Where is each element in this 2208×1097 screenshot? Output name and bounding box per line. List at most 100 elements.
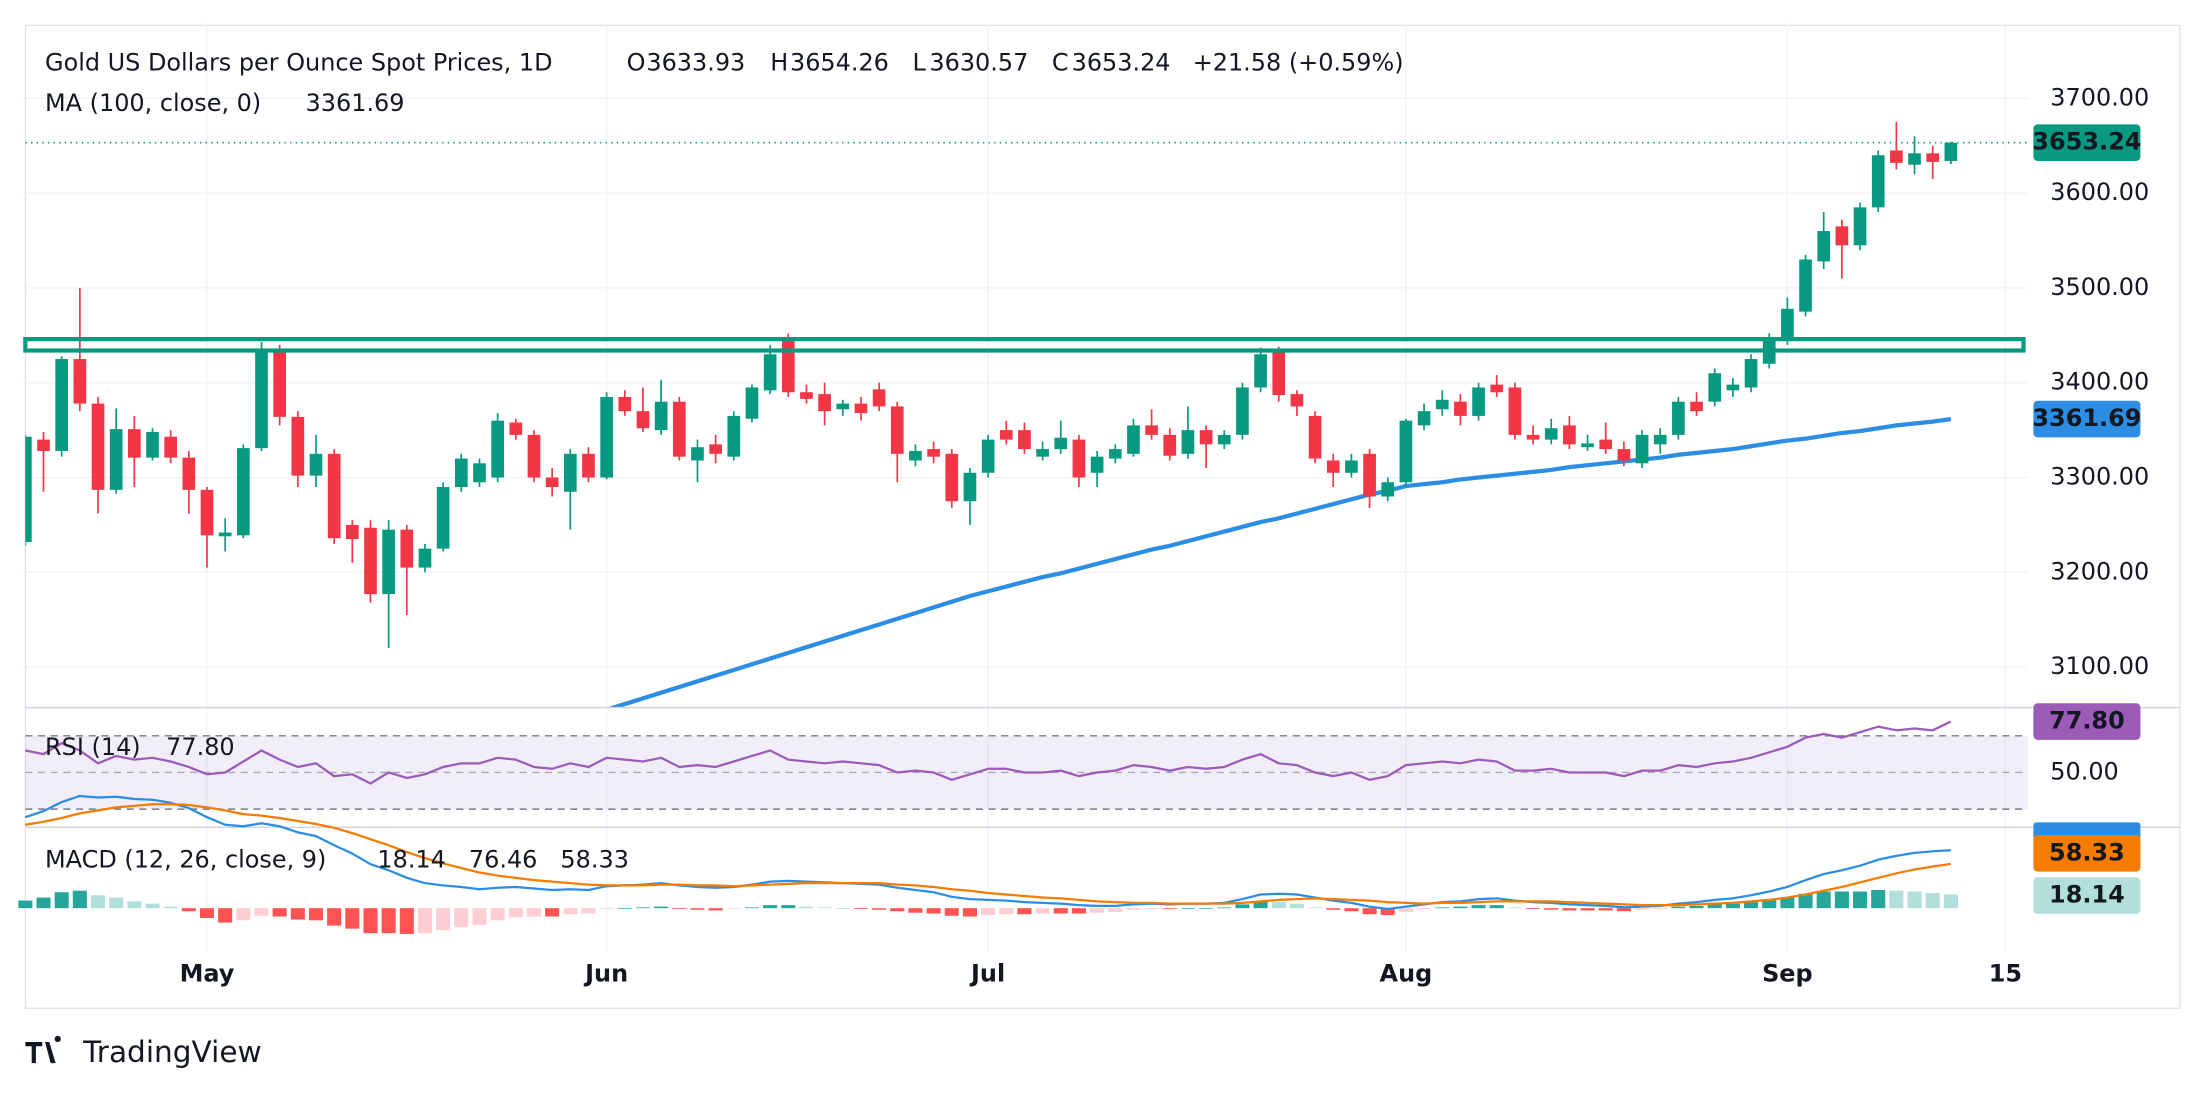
candle-body — [1472, 387, 1485, 416]
candle-body — [963, 472, 977, 502]
macd-histogram-bar — [399, 908, 414, 934]
chart-frame — [24, 24, 2181, 1009]
candle-body — [382, 529, 395, 595]
candle-body — [781, 337, 795, 393]
last-price-tag-box — [2033, 124, 2141, 161]
macd-histogram-bar — [617, 908, 632, 909]
candle-body — [473, 463, 486, 483]
candle-body — [164, 436, 178, 458]
macd-histogram-bar — [181, 908, 196, 912]
candle-body — [927, 449, 940, 457]
ohlc-key: O — [627, 48, 646, 76]
signal-tag: 58.33 — [2049, 838, 2125, 866]
candle-body — [236, 448, 250, 536]
candle-body — [1272, 352, 1286, 396]
panel-divider — [25, 826, 2180, 829]
macd-histogram-bar — [1853, 891, 1868, 909]
candle-body — [1526, 434, 1540, 440]
candle-body — [73, 359, 87, 404]
macd-histogram-bar — [781, 905, 796, 909]
macd-histogram-bar — [1689, 905, 1704, 909]
candle-body — [1853, 207, 1867, 246]
macd-histogram-bar — [1725, 903, 1740, 909]
candle-body — [436, 487, 450, 549]
indicator-panels — [18, 720, 2028, 934]
macd-histogram-bar — [1489, 905, 1504, 909]
ohlc-value: 3630.57 — [929, 48, 1028, 76]
macd-histogram-bar — [1162, 908, 1177, 909]
x-tick-label: Jul — [969, 959, 1005, 987]
macd-histogram-bar — [908, 908, 923, 913]
macd-histogram-bar — [1780, 897, 1795, 909]
rsi-tag: 77.80 — [2049, 707, 2125, 735]
macd-histogram-bar — [90, 895, 106, 909]
candle-body — [1199, 430, 1213, 445]
candle-body — [1744, 359, 1758, 388]
candle-body — [1708, 373, 1722, 402]
macd-histogram-bar — [1707, 904, 1722, 909]
candle-body — [872, 389, 886, 407]
candle-body — [1890, 150, 1903, 163]
candle-body — [327, 453, 341, 539]
macd-histogram-bar — [436, 908, 451, 931]
candle-body — [1417, 411, 1431, 426]
candle-body — [563, 453, 577, 492]
macd-histogram-bar — [1580, 908, 1595, 911]
candle-body — [654, 401, 668, 431]
macd-histogram-bar — [1417, 908, 1432, 909]
candle-body — [1108, 449, 1122, 459]
candle-body — [1581, 443, 1594, 448]
macd-histogram-bar — [1344, 908, 1359, 912]
y-tick-label: 3700.00 — [2050, 83, 2149, 111]
candle-body — [1599, 439, 1613, 450]
macd-histogram-bar — [490, 908, 505, 921]
candle-body — [672, 401, 686, 457]
candle-body — [418, 548, 432, 568]
candle-body — [1781, 308, 1794, 338]
macd-histogram-bar — [1289, 903, 1304, 909]
candle-body — [818, 394, 831, 412]
macd-histogram-bar — [1598, 908, 1613, 911]
macd-histogram-bar — [1217, 907, 1232, 909]
candle-body — [1617, 449, 1631, 461]
macd-histogram-bar — [1453, 906, 1468, 909]
macd-histogram-bar — [1925, 893, 1940, 909]
macd-histogram-bar — [581, 908, 596, 914]
macd-histogram-bar — [1435, 907, 1450, 909]
macd-histogram-bar — [1671, 906, 1686, 909]
candle-body — [1290, 394, 1304, 407]
candle-body — [1072, 439, 1086, 478]
candle-body — [618, 396, 632, 412]
macd-histogram-bar — [345, 908, 360, 929]
macd-histogram-bar — [890, 908, 905, 912]
y-tick-label: 3300.00 — [2050, 463, 2149, 491]
ohlc-key: H — [770, 48, 788, 76]
macd-histogram-bar — [1744, 902, 1759, 909]
candle-body — [890, 406, 904, 454]
candle-body — [1145, 425, 1158, 435]
candle-body — [1163, 434, 1177, 456]
y-tick-label: 3400.00 — [2050, 368, 2149, 396]
candle-body — [800, 392, 813, 399]
candle-body — [545, 477, 559, 488]
rsi-tag-box — [2033, 703, 2141, 740]
candle-body — [182, 457, 196, 490]
candle-body — [1817, 231, 1831, 262]
candle-body — [1926, 153, 1940, 162]
candle-body — [1399, 420, 1413, 483]
candle-body — [1345, 460, 1358, 473]
macd-histogram-bar — [18, 900, 33, 909]
candle-body — [1726, 384, 1740, 391]
candle-body — [218, 532, 232, 537]
ohlc-key: C — [1052, 48, 1069, 76]
macd-histogram-bar — [472, 908, 487, 925]
macd-histogram-bar — [1362, 908, 1377, 915]
x-tick-label: Sep — [1762, 959, 1813, 987]
candle-body — [1326, 460, 1340, 473]
candle-body — [1871, 155, 1885, 208]
candle-body — [1308, 415, 1322, 459]
candle-body — [273, 348, 286, 417]
candle-body — [1127, 425, 1140, 454]
candle-body — [582, 453, 595, 478]
